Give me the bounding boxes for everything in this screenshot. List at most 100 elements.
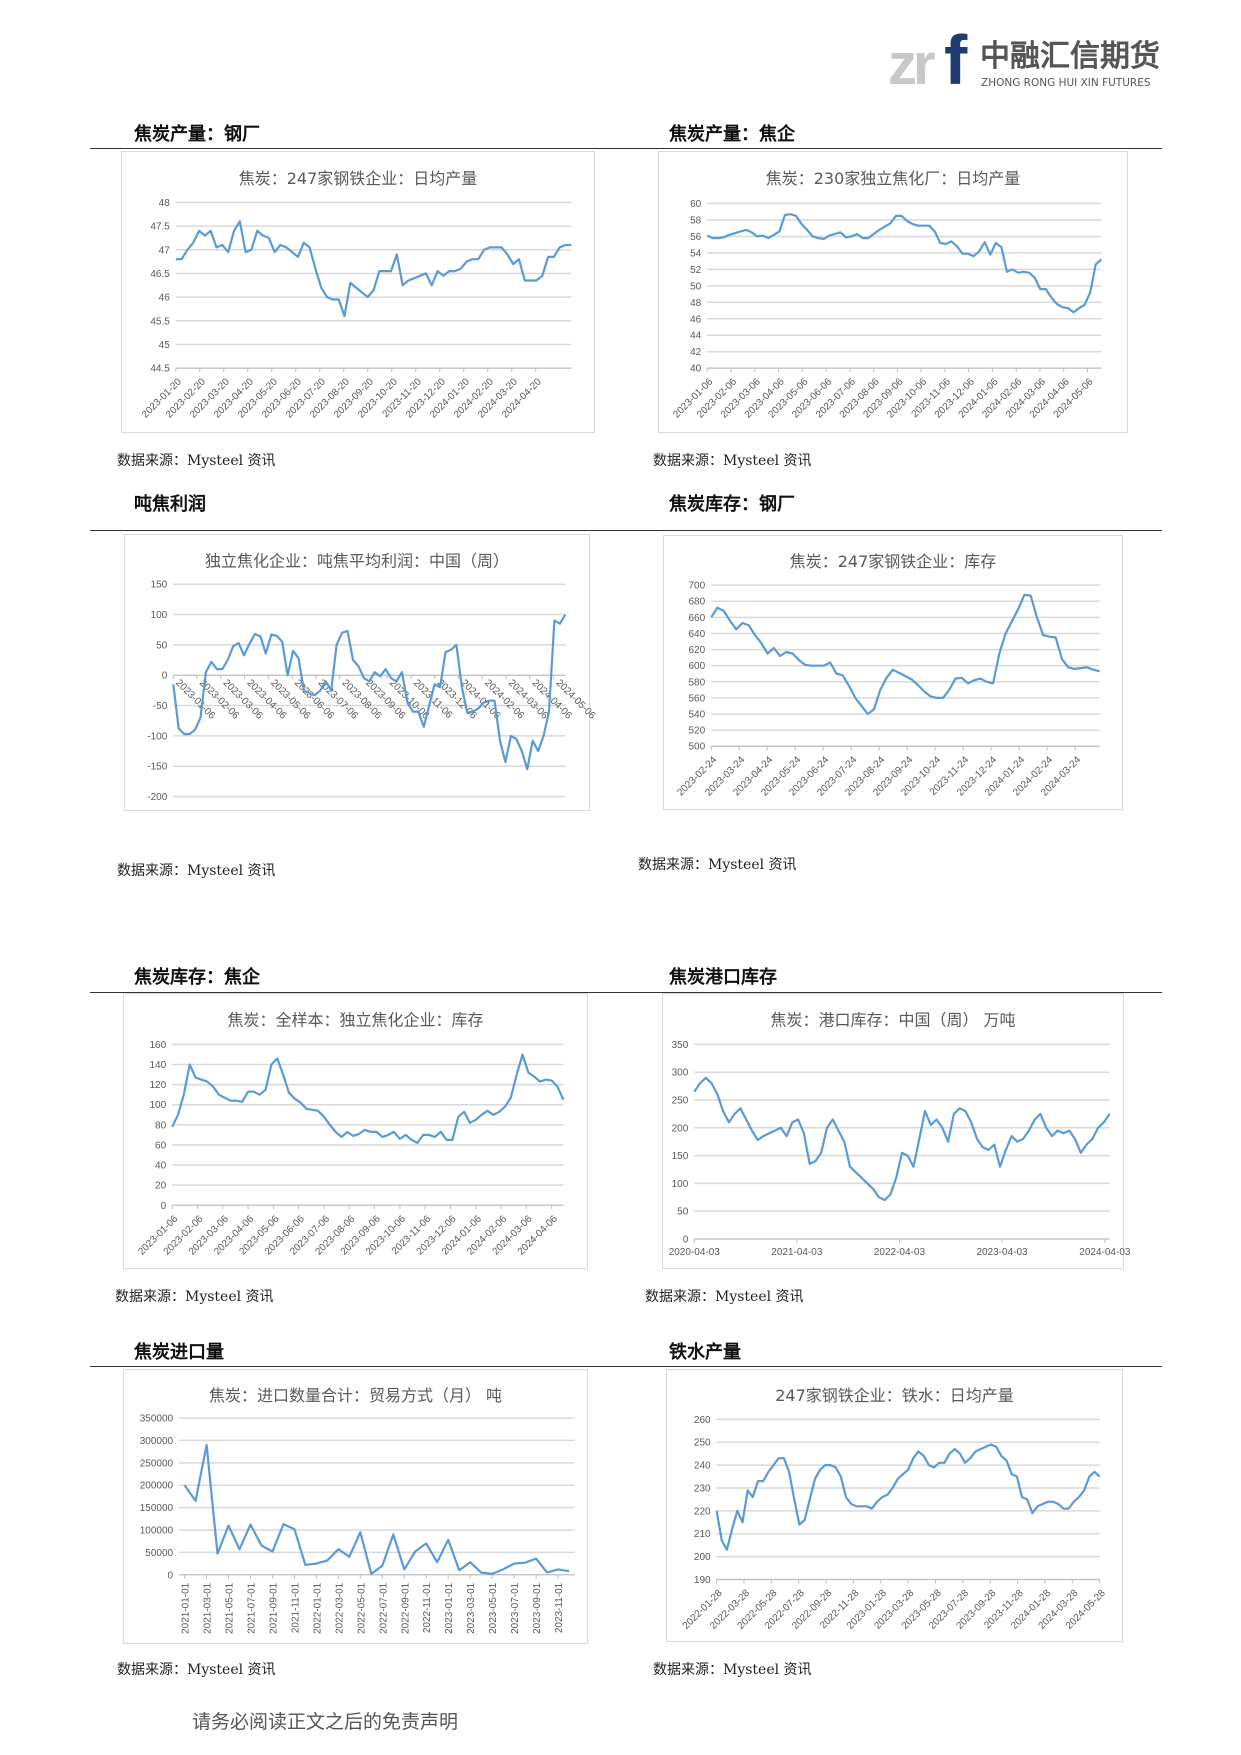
company-logo: zr f 中融汇信期货 ZHONG RONG HUI XIN FUTURES: [888, 21, 1173, 99]
chart-title: 247家钢铁企业：铁水：日均产量: [775, 1386, 1014, 1405]
y-tick-label: 220: [694, 1506, 711, 1517]
y-tick-label: 580: [688, 677, 705, 688]
x-tick-label: 2022-03-01: [334, 1582, 345, 1634]
y-tick-label: -50: [153, 701, 168, 712]
y-tick-label: 640: [688, 629, 705, 640]
y-tick-label: 47: [159, 245, 171, 256]
section-heading: 焦炭进口量: [134, 1342, 224, 1363]
chart-coke-imports: 焦炭：进口数量合计：贸易方式（月） 吨 0 50000 100000 150000 200…: [123, 1369, 588, 1644]
y-tick-label: 52: [690, 265, 702, 276]
x-tick-label: 2022-05-01: [356, 1582, 367, 1634]
y-tick-label: 520: [688, 726, 705, 737]
divider: [90, 148, 1162, 149]
divider: [90, 992, 1162, 993]
x-tick-label: 2022-09-01: [400, 1582, 411, 1634]
x-tick-label: 2021-11-01: [290, 1582, 301, 1633]
y-tick-label: 47.5: [150, 222, 170, 233]
data-source: 数据来源：Mysteel 资讯: [638, 857, 797, 873]
y-tick-label: 300: [672, 1068, 689, 1079]
section-heading: 焦炭库存：焦企: [134, 967, 260, 988]
x-tick-label: 2023-01-01: [444, 1582, 455, 1634]
chart-coke-output-coking-plants: 焦炭：230家独立焦化厂：日均产量 40 42 44 46 48 50 52 54 56 58 60 2…: [658, 151, 1128, 433]
data-source: 数据来源：Mysteel 资讯: [117, 1662, 276, 1678]
chart-title: 焦炭：全样本：独立焦化企业：库存: [227, 1010, 483, 1029]
chart-svg: 焦炭：港口库存：中国（周） 万吨 0 50 100 150 200 250 300 350 202…: [669, 1010, 1131, 1258]
y-tick-label: 100: [151, 610, 168, 621]
x-tick-label: 2022-01-01: [312, 1582, 323, 1634]
y-tick-label: 48: [690, 298, 702, 309]
chart-svg: 焦炭：247家钢铁企业：库存 500 520 540 560 580 600 620 640 66…: [675, 552, 1100, 799]
series-line: [172, 614, 567, 771]
y-tick-label: 620: [688, 645, 705, 656]
section-heading: 焦炭产量：钢厂: [134, 124, 260, 145]
y-tick-label: 140: [149, 1060, 166, 1071]
y-tick-label: 540: [688, 709, 705, 720]
series-line: [175, 220, 572, 318]
y-tick-label: 45.5: [150, 316, 170, 327]
logo-name-cn: 中融汇信期货: [980, 39, 1160, 74]
y-tick-label: 200: [672, 1123, 689, 1134]
y-tick-label: 100: [149, 1100, 166, 1111]
y-tick-label: 100000: [140, 1525, 174, 1536]
y-tick-label: 60: [690, 199, 702, 210]
chart-svg: 独立焦化企业：吨焦平均利润：中国（周） -200 -150 -100 -50 0 50 100…: [147, 551, 597, 803]
y-tick-label: 500: [688, 742, 705, 753]
y-tick-label: 80: [155, 1120, 167, 1131]
x-tick-label: 2021-04-03: [771, 1247, 823, 1258]
x-tick-label: 2022-07-01: [378, 1582, 389, 1634]
series-line: [183, 1443, 570, 1575]
y-tick-label: 40: [690, 364, 702, 375]
y-tick-label: 0: [161, 1201, 167, 1212]
data-source: 数据来源：Mysteel 资讯: [653, 453, 812, 469]
y-tick-label: 150: [151, 580, 168, 591]
chart-svg: 焦炭：247家钢铁企业：日均产量 44.5 45 45.5 46 46.5 47 47.5 48…: [140, 169, 572, 420]
data-source: 数据来源：Mysteel 资讯: [117, 863, 276, 879]
y-tick-label: 160: [149, 1040, 166, 1051]
y-tick-label: -100: [147, 731, 167, 742]
y-tick-label: 56: [690, 232, 702, 243]
chart-title: 焦炭：247家钢铁企业：日均产量: [239, 169, 478, 188]
y-tick-label: 50000: [145, 1548, 173, 1559]
y-tick-label: 600: [688, 661, 705, 672]
y-tick-label: 250: [672, 1095, 689, 1106]
y-tick-label: 350000: [140, 1414, 174, 1425]
section-heading: 吨焦利润: [134, 494, 206, 515]
y-tick-label: 120: [149, 1080, 166, 1091]
x-tick-label: 2023-03-01: [466, 1582, 477, 1634]
chart-title: 焦炭：港口库存：中国（周） 万吨: [770, 1010, 1015, 1029]
y-tick-label: 50: [156, 640, 168, 651]
chart-coke-output-steel-mills: 焦炭：247家钢铁企业：日均产量 44.5 45 45.5 46 46.5 47 47.5 48…: [121, 151, 595, 433]
y-tick-label: -150: [147, 762, 167, 773]
y-tick-label: 250: [694, 1438, 711, 1449]
chart-coke-port-inventory: 焦炭：港口库存：中国（周） 万吨 0 50 100 150 200 250 300 350 202…: [662, 993, 1131, 1269]
series-line: [693, 1076, 1111, 1202]
y-tick-label: 50: [677, 1207, 689, 1218]
y-tick-label: 58: [690, 215, 702, 226]
x-tick-label: 2023-07-01: [510, 1582, 521, 1634]
chart-title: 焦炭：247家钢铁企业：库存: [790, 552, 997, 571]
y-tick-label: 42: [690, 347, 702, 358]
divider: [90, 1366, 1162, 1367]
y-tick-label: 54: [690, 248, 702, 259]
y-tick-label: 44.5: [150, 364, 170, 375]
y-tick-label: 680: [688, 597, 705, 608]
chart-title: 独立焦化企业：吨焦平均利润：中国（周）: [205, 551, 509, 570]
divider: [90, 530, 1162, 531]
chart-coke-inventory-coking-plants: 焦炭：全样本：独立焦化企业：库存 0 20 40 60 80 100 120 140 160 202…: [123, 993, 588, 1269]
y-tick-label: 100: [672, 1179, 689, 1190]
x-tick-label: 2021-07-01: [246, 1582, 257, 1634]
y-tick-label: 44: [690, 331, 702, 342]
section-heading: 铁水产量: [669, 1342, 741, 1363]
y-tick-label: 46: [159, 293, 171, 304]
logo-mark-f: f: [944, 28, 968, 94]
y-tick-label: 350: [672, 1040, 689, 1051]
series-line: [171, 1053, 565, 1144]
y-tick-label: 190: [694, 1575, 711, 1586]
x-tick-label: 2022-04-03: [874, 1247, 926, 1258]
y-tick-label: 46: [690, 314, 702, 325]
x-tick-label: 2021-03-01: [203, 1582, 214, 1634]
y-tick-label: 60: [155, 1140, 167, 1151]
y-tick-label: 210: [694, 1529, 711, 1540]
y-tick-label: 700: [688, 581, 705, 592]
y-tick-label: 200000: [140, 1481, 174, 1492]
